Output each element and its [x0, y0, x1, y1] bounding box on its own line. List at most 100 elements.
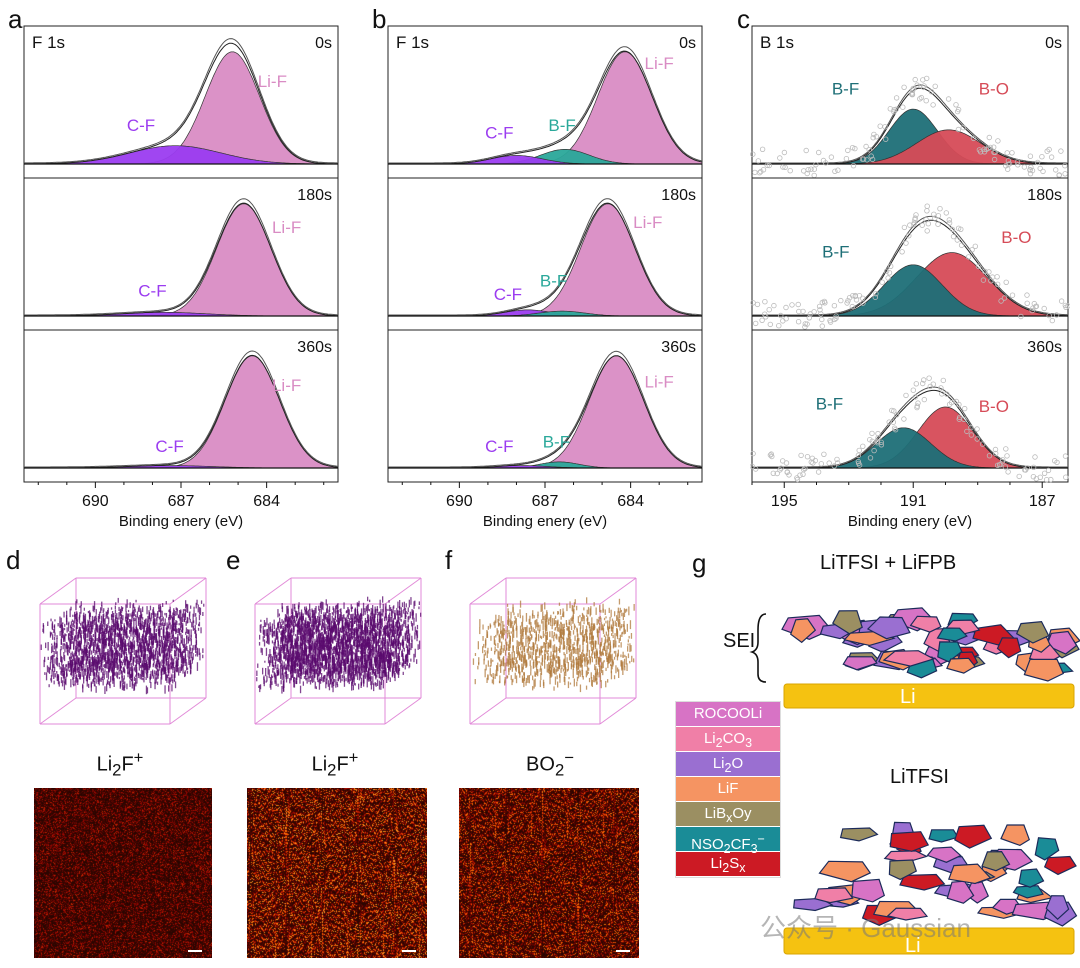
- raw-point: [1052, 458, 1058, 464]
- raw-point: [789, 302, 795, 308]
- peak-label-li-f: Li-F: [633, 213, 662, 232]
- raw-point: [759, 146, 766, 152]
- legend-nso2cf3: NSO2CF3−: [676, 827, 780, 856]
- panel-label-a: a: [8, 4, 23, 34]
- raw-point: [855, 452, 862, 458]
- sei-grain: [1045, 630, 1078, 655]
- x-tick-label: 687: [168, 493, 195, 510]
- sei-grain: [954, 824, 993, 849]
- xps-subpanel-c-2: [751, 329, 1069, 483]
- sei-grain: [886, 907, 929, 921]
- x-axis-label-b: Binding enery (eV): [483, 513, 607, 530]
- time-label-b-1: 180s: [661, 187, 696, 204]
- sei-grain: [928, 829, 959, 843]
- raw-point: [972, 243, 978, 249]
- raw-point: [982, 268, 988, 274]
- time-label-c-2: 360s: [1027, 339, 1062, 356]
- raw-point: [1062, 171, 1068, 177]
- raw-point: [955, 225, 962, 231]
- raw-point: [816, 303, 823, 310]
- raw-point: [913, 381, 919, 387]
- raw-point: [1053, 312, 1060, 318]
- raw-point: [992, 450, 999, 457]
- legend-lif: LiF: [676, 777, 780, 802]
- raw-point: [911, 220, 917, 226]
- sei-grain: [1018, 868, 1045, 888]
- tof-map-e: [247, 788, 427, 958]
- raw-point: [1003, 446, 1009, 452]
- raw-point: [766, 307, 772, 313]
- peak-label-b-f: B-F: [548, 116, 575, 135]
- xps-chart-a: 0s F 1s Li-F C-F 180s Li-F C-F 360s Li-F C-F 690 68…: [23, 25, 339, 530]
- raw-point: [919, 380, 926, 387]
- raw-point: [750, 300, 756, 306]
- raw-point: [907, 222, 913, 228]
- legend-li2sx: Li2Sx: [676, 852, 780, 877]
- raw-point: [750, 463, 755, 470]
- sei-grain: [1043, 855, 1077, 876]
- raw-point: [859, 295, 866, 301]
- watermark: 公众号 · Gaussian: [760, 913, 971, 943]
- raw-point: [783, 460, 790, 466]
- raw-point: [1002, 464, 1009, 470]
- raw-point: [1037, 165, 1043, 172]
- tof-map-f: [459, 788, 639, 958]
- raw-point: [877, 123, 883, 129]
- raw-point: [871, 447, 877, 454]
- raw-point: [758, 168, 764, 175]
- raw-point: [849, 303, 855, 310]
- raw-point: [797, 472, 803, 478]
- panel-label-g: g: [692, 548, 707, 578]
- raw-point: [878, 439, 884, 445]
- raw-point: [953, 102, 959, 108]
- peak-label-c-f: C-F: [494, 285, 522, 304]
- raw-point: [780, 164, 786, 170]
- raw-point: [1053, 167, 1059, 173]
- raw-point: [801, 466, 807, 473]
- raw-point: [867, 437, 873, 443]
- x-tick-label: 687: [532, 493, 559, 510]
- raw-point: [891, 108, 897, 115]
- raw-point: [764, 162, 770, 169]
- raw-point: [1027, 170, 1034, 177]
- raw-point: [783, 316, 789, 322]
- raw-point: [910, 85, 916, 92]
- raw-point: [1029, 307, 1035, 314]
- raw-point: [1009, 292, 1016, 298]
- raw-point: [960, 124, 966, 131]
- fit-sum-a-0: [24, 42, 338, 165]
- raw-point: [999, 457, 1006, 463]
- sei-grain: [899, 873, 946, 891]
- raw-point: [752, 466, 759, 472]
- x-tick-label: 187: [1029, 493, 1056, 510]
- raw-point: [964, 428, 970, 435]
- envelope-a-2: [24, 350, 339, 468]
- raw-point: [1044, 477, 1050, 483]
- raw-point: [1032, 454, 1038, 460]
- raw-point: [882, 136, 889, 142]
- sei-grain: [1045, 895, 1070, 921]
- raw-point: [892, 427, 899, 433]
- raw-point: [819, 299, 825, 306]
- x-tick-label: 195: [771, 493, 798, 510]
- raw-point: [1016, 473, 1022, 480]
- raw-point: [998, 298, 1004, 304]
- raw-point: [986, 269, 992, 275]
- raw-point: [1027, 153, 1034, 159]
- raw-point: [968, 424, 974, 431]
- raw-point: [985, 145, 991, 151]
- raw-point: [1062, 453, 1069, 459]
- raw-point: [986, 453, 993, 459]
- ion-label-d: Li2F+: [96, 748, 144, 780]
- raw-point: [803, 147, 809, 154]
- raw-point: [811, 166, 818, 172]
- raw-point: [883, 268, 890, 274]
- raw-point: [938, 385, 944, 391]
- raw-point: [914, 403, 920, 409]
- raw-point: [783, 304, 789, 311]
- sei-grain: [926, 846, 962, 863]
- raw-point: [969, 247, 975, 253]
- raw-point: [891, 107, 897, 113]
- peak-label-c-f: C-F: [485, 437, 513, 456]
- raw-point: [912, 394, 918, 400]
